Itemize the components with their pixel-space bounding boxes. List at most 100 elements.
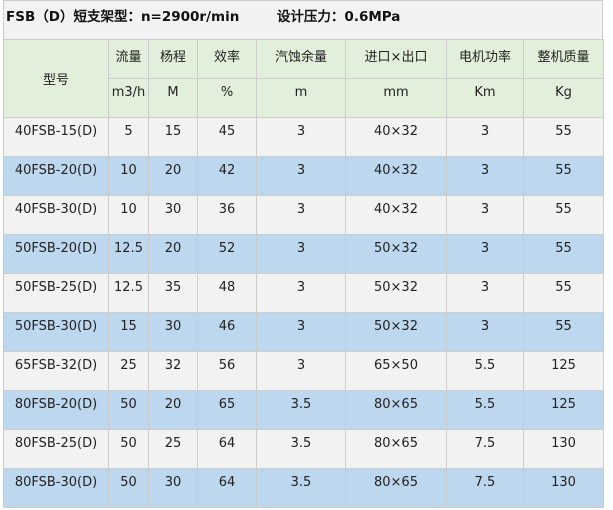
cell-motor-power: 3 [446,312,524,352]
cell-flow: 50 [108,390,149,430]
cell-efficiency: 46 [197,312,257,352]
header-model: 型号 [3,39,109,118]
cell-weight: 125 [523,390,604,430]
cell-weight: 55 [523,273,604,313]
cell-weight: 55 [523,195,604,235]
unit-efficiency: % [197,78,257,118]
cell-efficiency: 36 [197,195,257,235]
table-title: FSB（D）短支架型：n=2900r/min 设计压力：0.6MPa [3,0,603,39]
table-row: 50FSB-30(D) 15 30 46 3 50×32 3 55 [3,312,604,352]
cell-motor-power: 3 [446,234,524,274]
cell-flow: 25 [108,351,149,391]
cell-inlet-outlet: 80×65 [345,468,447,508]
cell-head: 30 [148,468,198,508]
unit-motor-power: Km [446,78,524,118]
cell-npsh: 3 [256,195,346,235]
cell-efficiency: 56 [197,351,257,391]
cell-flow: 10 [108,156,149,196]
table-row: 40FSB-20(D) 10 20 42 3 40×32 3 55 [3,156,604,196]
header-npsh: 汽蚀余量 [256,39,346,79]
cell-motor-power: 5.5 [446,351,524,391]
unit-weight: Kg [523,78,604,118]
cell-inlet-outlet: 80×65 [345,390,447,430]
table-row: 80FSB-20(D) 50 20 65 3.5 80×65 5.5 125 [3,390,604,430]
unit-flow: m3/h [108,78,149,118]
cell-head: 30 [148,195,198,235]
cell-head: 25 [148,429,198,469]
cell-npsh: 3 [256,117,346,157]
cell-head: 32 [148,351,198,391]
cell-efficiency: 42 [197,156,257,196]
cell-model: 80FSB-30(D) [3,468,109,508]
cell-model: 50FSB-30(D) [3,312,109,352]
cell-inlet-outlet: 65×50 [345,351,447,391]
cell-weight: 55 [523,156,604,196]
cell-head: 20 [148,234,198,274]
cell-weight: 130 [523,468,604,508]
cell-weight: 55 [523,117,604,157]
cell-inlet-outlet: 40×32 [345,156,447,196]
header-flow: 流量 [108,39,149,79]
table-row: 50FSB-25(D) 12.5 35 48 3 50×32 3 55 [3,273,604,313]
header-row: 型号 流量 杨程 效率 汽蚀余量 进口×出口 电机功率 整机质量 [3,39,604,118]
cell-motor-power: 3 [446,195,524,235]
header-inlet-outlet: 进口×出口 [345,39,447,79]
spec-sheet: FSB（D）短支架型：n=2900r/min 设计压力：0.6MPa 型号 流量… [3,0,604,508]
cell-model: 40FSB-20(D) [3,156,109,196]
units-row: m3/h M % m mm Km Kg [4,78,604,118]
unit-inlet-outlet: mm [345,78,447,118]
cell-motor-power: 7.5 [446,429,524,469]
cell-efficiency: 45 [197,117,257,157]
cell-inlet-outlet: 40×32 [345,195,447,235]
cell-weight: 55 [523,234,604,274]
cell-weight: 125 [523,351,604,391]
cell-weight: 130 [523,429,604,469]
table-row: 40FSB-30(D) 10 30 36 3 40×32 3 55 [3,195,604,235]
cell-weight: 55 [523,312,604,352]
cell-flow: 15 [108,312,149,352]
cell-model: 40FSB-30(D) [3,195,109,235]
cell-flow: 10 [108,195,149,235]
table-row: 65FSB-32(D) 25 32 56 3 65×50 5.5 125 [3,351,604,391]
header-efficiency: 效率 [197,39,257,79]
cell-inlet-outlet: 50×32 [345,234,447,274]
cell-motor-power: 3 [446,273,524,313]
cell-flow: 12.5 [108,273,149,313]
cell-motor-power: 5.5 [446,390,524,430]
cell-motor-power: 7.5 [446,468,524,508]
cell-inlet-outlet: 40×32 [345,117,447,157]
cell-flow: 50 [108,429,149,469]
cell-npsh: 3.5 [256,468,346,508]
cell-flow: 50 [108,468,149,508]
cell-motor-power: 3 [446,117,524,157]
cell-head: 35 [148,273,198,313]
cell-efficiency: 64 [197,429,257,469]
cell-flow: 12.5 [108,234,149,274]
cell-npsh: 3.5 [256,429,346,469]
cell-efficiency: 64 [197,468,257,508]
cell-model: 80FSB-25(D) [3,429,109,469]
cell-npsh: 3 [256,273,346,313]
cell-model: 80FSB-20(D) [3,390,109,430]
cell-npsh: 3 [256,312,346,352]
cell-npsh: 3 [256,156,346,196]
table-row: 80FSB-30(D) 50 30 64 3.5 80×65 7.5 130 [3,468,604,508]
cell-efficiency: 65 [197,390,257,430]
header-weight: 整机质量 [523,39,604,79]
table-row: 40FSB-15(D) 5 15 45 3 40×32 3 55 [3,117,604,157]
cell-inlet-outlet: 80×65 [345,429,447,469]
cell-head: 30 [148,312,198,352]
cell-inlet-outlet: 50×32 [345,273,447,313]
header-motor-power: 电机功率 [446,39,524,79]
cell-model: 65FSB-32(D) [3,351,109,391]
cell-head: 20 [148,390,198,430]
unit-npsh: m [256,78,346,118]
cell-npsh: 3 [256,351,346,391]
cell-model: 40FSB-15(D) [3,117,109,157]
unit-head: M [148,78,198,118]
cell-head: 20 [148,156,198,196]
cell-efficiency: 48 [197,273,257,313]
table-row: 50FSB-20(D) 12.5 20 52 3 50×32 3 55 [3,234,604,274]
header-head: 杨程 [148,39,198,79]
table-row: 80FSB-25(D) 50 25 64 3.5 80×65 7.5 130 [3,429,604,469]
